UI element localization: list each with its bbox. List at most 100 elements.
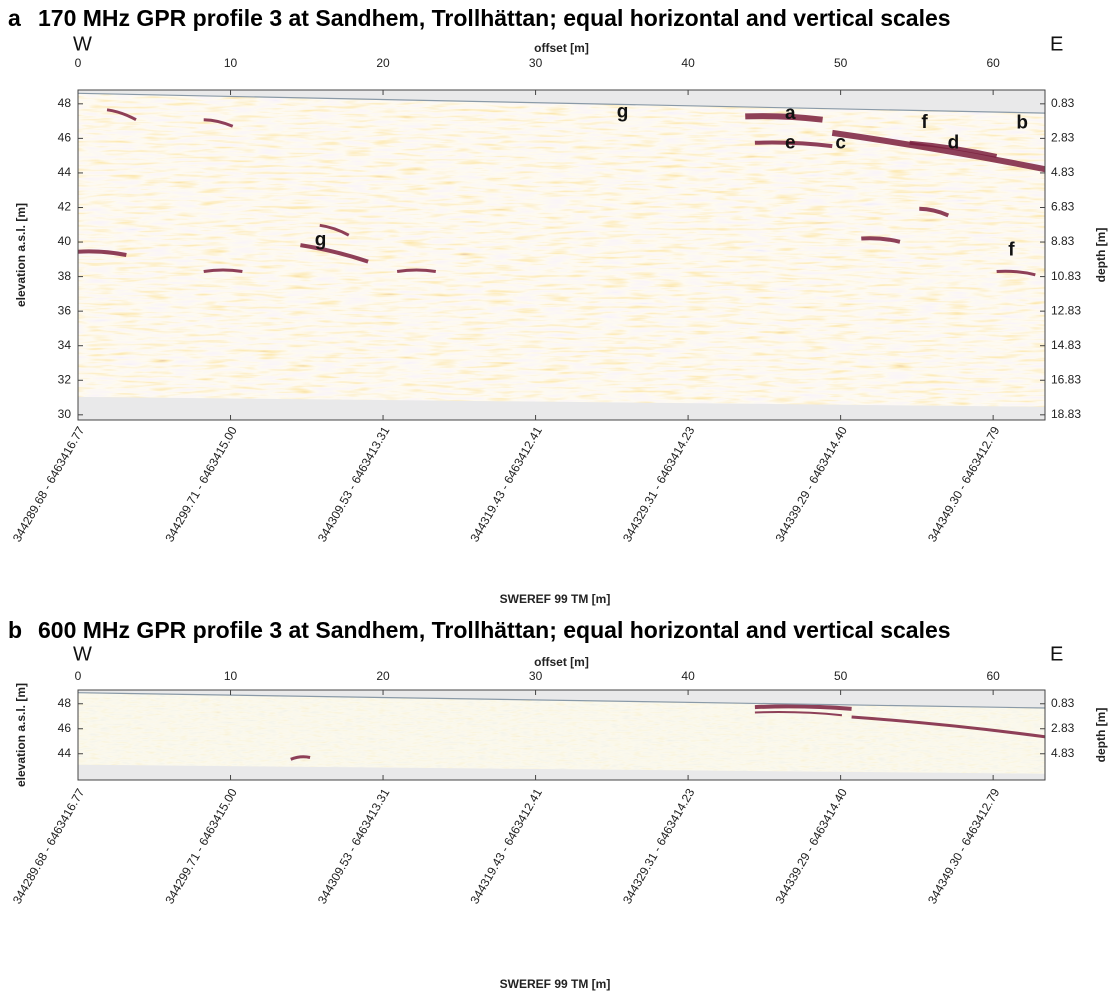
x-axis-label: offset [m] xyxy=(534,41,589,55)
y-tick-label: 34 xyxy=(58,338,72,352)
reflector xyxy=(300,243,369,264)
x-tick-label: 30 xyxy=(529,56,543,70)
y2-tick-label: 18.83 xyxy=(1051,407,1081,421)
y-tick-label: 46 xyxy=(58,721,72,735)
y-tick-label: 46 xyxy=(58,131,72,145)
reflector xyxy=(745,113,823,123)
west-label: W xyxy=(73,643,92,665)
x2-tick-label: 344309.53 - 6463413.31 xyxy=(315,786,393,907)
x2-tick-label: 344339.29 - 6463414.40 xyxy=(772,786,850,907)
west-label: W xyxy=(73,33,92,55)
x2-tick-label: 344349.30 - 6463412.79 xyxy=(925,424,1003,545)
x-tick-label: 20 xyxy=(376,669,390,683)
y2-tick-label: 0.83 xyxy=(1051,96,1075,110)
x-tick-label: 40 xyxy=(681,56,695,70)
x-tick-label: 50 xyxy=(834,56,848,70)
y-tick-label: 32 xyxy=(58,372,72,386)
y-tick-label: 36 xyxy=(58,303,72,317)
y2-tick-label: 14.83 xyxy=(1051,338,1081,352)
y-tick-label: 38 xyxy=(58,269,72,283)
y2-tick-label: 16.83 xyxy=(1051,372,1081,386)
surface-line xyxy=(77,92,1046,114)
x2-tick-label: 344299.71 - 6463415.00 xyxy=(162,786,240,907)
radargram xyxy=(78,692,1045,774)
annotation: d xyxy=(948,133,960,154)
panel-letter: b xyxy=(8,617,22,643)
x-tick-label: 0 xyxy=(75,56,82,70)
y-axis-label: elevation a.s.l. [m] xyxy=(14,683,28,787)
radargram xyxy=(78,93,1045,407)
y-tick-label: 44 xyxy=(58,746,72,760)
radargram-texture xyxy=(78,93,1045,407)
y2-tick-label: 2.83 xyxy=(1051,131,1075,145)
panel-title: 600 MHz GPR profile 3 at Sandhem, Trollh… xyxy=(38,617,951,643)
x2-tick-label: 344319.43 - 6463412.41 xyxy=(467,786,545,907)
x2-tick-label: 344289.68 - 6463416.77 xyxy=(10,424,88,545)
panel-title: 170 MHz GPR profile 3 at Sandhem, Trollh… xyxy=(38,5,951,31)
x-tick-label: 20 xyxy=(376,56,390,70)
reflector xyxy=(754,711,843,717)
annotation: f xyxy=(921,112,928,133)
y2-tick-label: 12.83 xyxy=(1051,303,1081,317)
y2-tick-label: 4.83 xyxy=(1051,165,1075,179)
y-axis-label: elevation a.s.l. [m] xyxy=(14,203,28,307)
y-tick-label: 30 xyxy=(58,407,72,421)
east-label: E xyxy=(1050,643,1063,665)
reflector xyxy=(909,140,998,158)
reflector xyxy=(754,704,852,711)
reflector xyxy=(203,118,234,128)
y2-tick-label: 10.83 xyxy=(1051,269,1081,283)
y-tick-label: 44 xyxy=(58,165,72,179)
plot-frame xyxy=(77,89,1046,421)
x-axis-label: offset [m] xyxy=(534,655,589,669)
surface-line xyxy=(77,692,1046,709)
reflector xyxy=(106,108,137,122)
y2-tick-label: 0.83 xyxy=(1051,696,1075,710)
annotation: g xyxy=(315,229,327,250)
east-label: E xyxy=(1050,33,1063,55)
reflector xyxy=(831,129,1045,173)
x2-tick-label: 344289.68 - 6463416.77 xyxy=(10,786,88,907)
reflector xyxy=(996,269,1036,277)
y2-tick-label: 2.83 xyxy=(1051,721,1075,735)
x2-axis-label: SWEREF 99 TM [m] xyxy=(500,592,611,606)
plot-frame xyxy=(77,689,1046,781)
y-tick-label: 48 xyxy=(58,696,72,710)
reflector xyxy=(919,206,950,218)
x-tick-label: 10 xyxy=(224,669,238,683)
y2-axis-label: depth [m] xyxy=(1094,228,1108,283)
reflector xyxy=(203,268,243,273)
x2-tick-label: 344339.29 - 6463414.40 xyxy=(772,424,850,545)
y2-tick-label: 4.83 xyxy=(1051,746,1075,760)
x-tick-label: 0 xyxy=(75,669,82,683)
x-tick-label: 60 xyxy=(986,669,1000,683)
annotation: f xyxy=(1008,240,1015,261)
radargram-texture xyxy=(78,692,1045,774)
reflector xyxy=(78,249,127,257)
reflector xyxy=(290,755,311,761)
x2-tick-label: 344319.43 - 6463412.41 xyxy=(467,424,545,545)
annotation: a xyxy=(785,103,796,124)
annotation: b xyxy=(1016,113,1028,134)
x2-tick-label: 344329.31 - 6463414.23 xyxy=(620,786,698,907)
x-tick-label: 60 xyxy=(986,56,1000,70)
x2-tick-label: 344309.53 - 6463413.31 xyxy=(315,424,393,545)
x2-axis-label: SWEREF 99 TM [m] xyxy=(500,977,611,991)
reflector xyxy=(754,140,833,149)
x-tick-label: 30 xyxy=(529,669,543,683)
annotation: c xyxy=(835,133,846,154)
reflector xyxy=(319,223,350,237)
y-tick-label: 40 xyxy=(58,234,72,248)
y2-tick-label: 6.83 xyxy=(1051,200,1075,214)
annotation: g xyxy=(617,101,629,122)
reflector xyxy=(396,268,437,273)
x2-tick-label: 344329.31 - 6463414.23 xyxy=(620,424,698,545)
x-tick-label: 50 xyxy=(834,669,848,683)
x2-tick-label: 344299.71 - 6463415.00 xyxy=(162,424,240,545)
reflector xyxy=(861,236,901,244)
y-tick-label: 48 xyxy=(58,96,72,110)
x-tick-label: 10 xyxy=(224,56,238,70)
x-tick-label: 40 xyxy=(681,669,695,683)
y2-tick-label: 8.83 xyxy=(1051,234,1075,248)
